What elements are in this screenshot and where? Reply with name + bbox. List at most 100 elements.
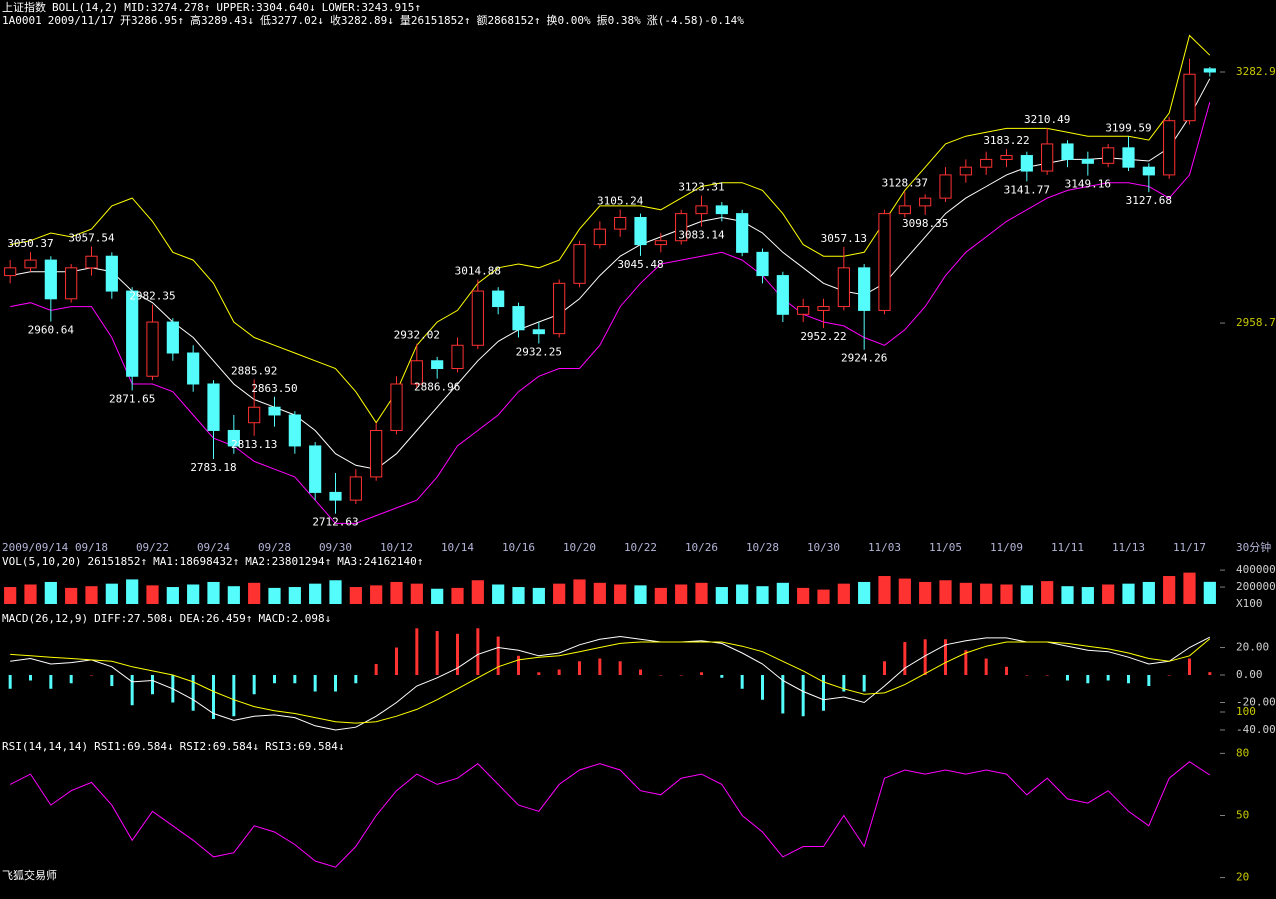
- macd-bar: [944, 639, 947, 676]
- volume-bar: [837, 583, 850, 604]
- macd-bar: [476, 628, 480, 676]
- high-label: 2863.50: [251, 382, 297, 395]
- x-tick-label: 10/20: [563, 541, 596, 554]
- candle-body: [858, 267, 871, 311]
- volume-bar: [390, 581, 403, 604]
- y-tick-label: 20: [1236, 871, 1249, 884]
- x-tick-label: 11/03: [868, 541, 901, 554]
- volume-bar: [431, 588, 444, 604]
- candle-body: [1020, 155, 1033, 172]
- header-text: RSI2:69.584↓: [180, 740, 259, 753]
- macd-bar: [90, 675, 93, 676]
- low-label: 3045.48: [617, 258, 663, 271]
- macd-bar: [903, 642, 907, 676]
- macd-bar: [1106, 675, 1110, 681]
- macd-bar: [313, 675, 317, 692]
- indicator-line: [10, 34, 1211, 424]
- header-text: MA3:24162140↑: [337, 555, 423, 568]
- volume-bar: [919, 581, 932, 604]
- y-tick-label: 50: [1236, 808, 1249, 821]
- volume-bar: [573, 579, 586, 604]
- volume-bar: [207, 581, 220, 604]
- candle-body: [85, 255, 98, 269]
- volume-bar: [329, 580, 342, 604]
- candle-body: [593, 228, 606, 246]
- header-text: 换0.00%: [547, 13, 591, 27]
- candle-body: [1142, 166, 1155, 176]
- volume-bar: [492, 584, 505, 604]
- macd-bar: [598, 658, 602, 676]
- macd-bar: [415, 628, 419, 676]
- candle-body: [146, 321, 159, 377]
- macd-bar: [862, 675, 866, 692]
- volume-bar: [959, 582, 972, 604]
- candle-body: [1081, 158, 1094, 164]
- macd-bar: [1025, 675, 1029, 676]
- macd-bar: [1066, 675, 1069, 681]
- candle-body: [573, 244, 586, 284]
- macd-bar: [679, 675, 683, 676]
- high-label: 3057.13: [821, 232, 867, 245]
- x-tick-label: 10/26: [685, 541, 718, 554]
- header-text: RSI(14,14,14): [2, 740, 88, 753]
- x-tick-label: 11/17: [1173, 541, 1206, 554]
- high-label: 3128.37: [882, 177, 928, 190]
- candle-body: [349, 476, 362, 501]
- x-tick-label: 09/28: [258, 541, 291, 554]
- volume-bar: [1163, 576, 1176, 604]
- candle-body: [126, 290, 139, 377]
- macd-bar: [720, 675, 724, 678]
- volume-bar: [1102, 584, 1115, 604]
- header-text: DIFF:27.508↓: [94, 612, 173, 625]
- macd-bar: [517, 655, 520, 676]
- x-tick-label: 11/13: [1112, 541, 1145, 554]
- candle-body: [756, 251, 769, 277]
- volume-bar: [898, 578, 911, 604]
- candle-body: [776, 275, 789, 315]
- x-tick-label: 10/16: [502, 541, 535, 554]
- macd-bar: [273, 675, 276, 684]
- candle-body: [105, 255, 118, 292]
- y-tick-label: 400000: [1236, 563, 1276, 576]
- volume-bar: [756, 586, 769, 604]
- indicator-line: [10, 638, 1211, 724]
- volume-bar: [675, 584, 688, 604]
- candle-body: [207, 383, 220, 431]
- x-tick-label: 09/18: [75, 541, 108, 554]
- low-label: 2886.96: [414, 381, 460, 394]
- candle-body: [431, 360, 444, 370]
- header-text: MA1:18698432↑: [153, 555, 239, 568]
- volume-bar: [614, 584, 627, 604]
- volume-bar: [797, 587, 810, 604]
- low-label: 3083.14: [678, 229, 725, 242]
- macd-bar: [130, 675, 134, 706]
- low-label: 2813.13: [231, 438, 277, 451]
- macd-bar: [1147, 675, 1151, 687]
- candle-body: [1203, 68, 1216, 73]
- volume-bar: [410, 583, 423, 604]
- candle-body: [370, 429, 383, 478]
- candle-body: [329, 491, 342, 501]
- candle-body: [288, 414, 301, 447]
- candle-body: [1041, 143, 1054, 172]
- candle-body: [715, 205, 728, 215]
- macd-bar: [578, 661, 581, 676]
- candle-body: [919, 197, 932, 207]
- macd-bar: [1086, 675, 1090, 684]
- volume-bar: [1183, 572, 1196, 604]
- candle-body: [248, 406, 261, 424]
- header-text: DEA:26.459↑: [180, 612, 253, 625]
- low-label: 2960.64: [28, 324, 75, 337]
- volume-bar: [1061, 586, 1074, 604]
- candle-body: [512, 306, 525, 331]
- low-label: 2952.22: [800, 330, 846, 343]
- header-text: UPPER:3304.640↓: [216, 1, 315, 14]
- candle-body: [980, 158, 993, 168]
- header-text: MID:3274.278↑: [124, 1, 210, 14]
- macd-bar: [8, 675, 12, 689]
- y-tick-label: 100: [1236, 705, 1256, 718]
- volume-bar: [695, 582, 708, 604]
- header-text: 收3282.89↓: [330, 13, 394, 27]
- volume-bar: [65, 587, 78, 604]
